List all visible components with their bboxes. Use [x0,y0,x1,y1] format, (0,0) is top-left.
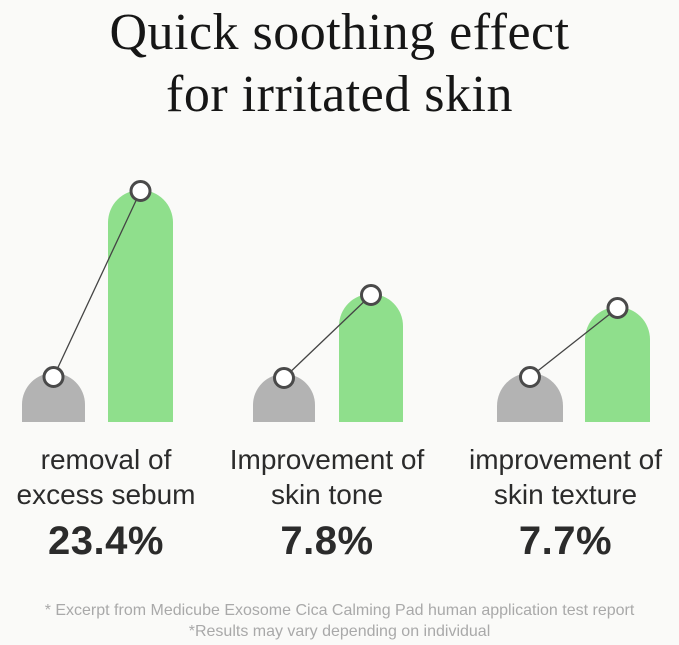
connector-line [529,307,618,378]
page-title: Quick soothing effect for irritated skin [0,2,679,126]
category-label-skin-tone: Improvement of skin tone 7.8% [216,442,438,563]
after-bar [585,307,650,422]
footnote-line-2: *Results may vary depending on individua… [188,623,491,640]
footnotes: * Excerpt from Medicube Exosome Cica Cal… [0,600,679,642]
value-label: 23.4% [48,519,164,563]
value-label: 7.7% [518,519,613,563]
category-line-2: skin tone [270,479,384,510]
after-marker [606,297,629,319]
before-bar [497,373,563,422]
value-label: 7.8% [280,519,374,563]
after-marker [360,284,382,306]
after-bar [339,294,403,422]
category-line-2: skin texture [493,479,638,510]
category-label-skin-texture: improvement of skin texture 7.7% [452,442,679,563]
before-marker [42,366,65,388]
connector-line [283,294,372,379]
before-bar [22,373,85,422]
footnote-line-1: * Excerpt from Medicube Exosome Cica Cal… [44,602,635,619]
category-label-excess-sebum: removal of excess sebum 23.4% [0,442,212,563]
after-bar [108,190,173,422]
category-line-1: removal of [40,444,172,475]
category-line-1: Improvement of [229,444,425,475]
connector-line [52,190,142,378]
before-marker [519,366,541,388]
title-line-1: Quick soothing effect [109,4,570,61]
title-line-2: for irritated skin [166,66,513,123]
category-line-1: improvement of [469,444,662,475]
category-line-2: excess sebum [16,479,196,510]
before-marker [273,367,295,389]
before-bar [253,374,315,422]
after-marker [129,180,152,202]
